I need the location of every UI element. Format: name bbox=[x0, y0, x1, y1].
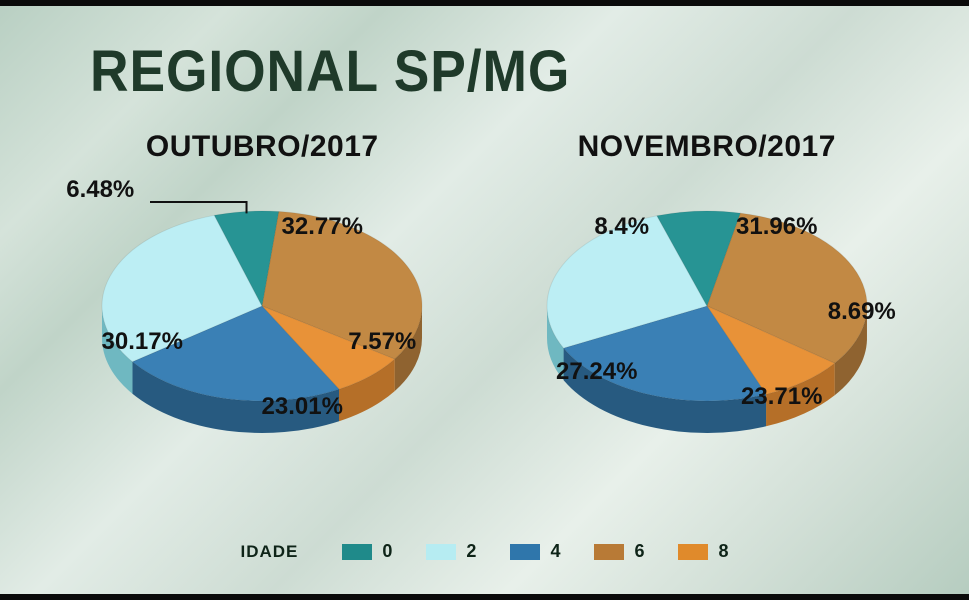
legend-label: 4 bbox=[550, 541, 560, 562]
legend-label: 2 bbox=[466, 541, 476, 562]
legend-item-4: 4 bbox=[510, 541, 560, 562]
legend-swatch bbox=[342, 544, 372, 560]
chart-outubro: OUTUBRO/2017 32.77% 7.57% 23.01% 30.17% 6.48… bbox=[52, 130, 472, 490]
slice-label: 8.69% bbox=[828, 298, 896, 326]
legend-item-6: 6 bbox=[594, 541, 644, 562]
slice-label: 6.48% bbox=[66, 176, 134, 204]
legend-item-2: 2 bbox=[426, 541, 476, 562]
pie-novembro: 31.96%8.69%23.71%27.24%8.4% bbox=[527, 172, 887, 452]
slice-label: 23.01% bbox=[262, 393, 343, 421]
slice-label: 30.17% bbox=[102, 328, 183, 356]
slice-label: 7.57% bbox=[348, 328, 416, 356]
legend-label: 6 bbox=[634, 541, 644, 562]
pie-outubro: 32.77%7.57%23.01%30.17%6.48% bbox=[82, 172, 442, 452]
slice-label: 8.4% bbox=[594, 213, 649, 241]
chart-title: OUTUBRO/2017 bbox=[52, 130, 472, 164]
legend-swatch bbox=[594, 544, 624, 560]
chart-title: NOVEMBRO/2017 bbox=[497, 130, 917, 164]
legend-swatch bbox=[678, 544, 708, 560]
slice-label: 31.96% bbox=[736, 213, 817, 241]
slice-label: 27.24% bbox=[556, 358, 637, 386]
legend-label: 0 bbox=[382, 541, 392, 562]
legend-label: 8 bbox=[718, 541, 728, 562]
legend-title: IDADE bbox=[241, 542, 299, 562]
legend-item-0: 0 bbox=[342, 541, 392, 562]
legend: IDADE 0 2 4 6 8 bbox=[0, 541, 969, 562]
slice-label: 23.71% bbox=[741, 383, 822, 411]
legend-swatch bbox=[510, 544, 540, 560]
page-title: REGIONAL SP/MG bbox=[90, 38, 570, 105]
legend-item-8: 8 bbox=[678, 541, 728, 562]
legend-swatch bbox=[426, 544, 456, 560]
charts-row: OUTUBRO/2017 32.77% 7.57% 23.01% 30.17% 6.48… bbox=[0, 130, 969, 490]
slice-label: 32.77% bbox=[282, 213, 363, 241]
chart-novembro: NOVEMBRO/2017 31.96% 8.69% 23.71% 27.24% 8.4… bbox=[497, 130, 917, 490]
